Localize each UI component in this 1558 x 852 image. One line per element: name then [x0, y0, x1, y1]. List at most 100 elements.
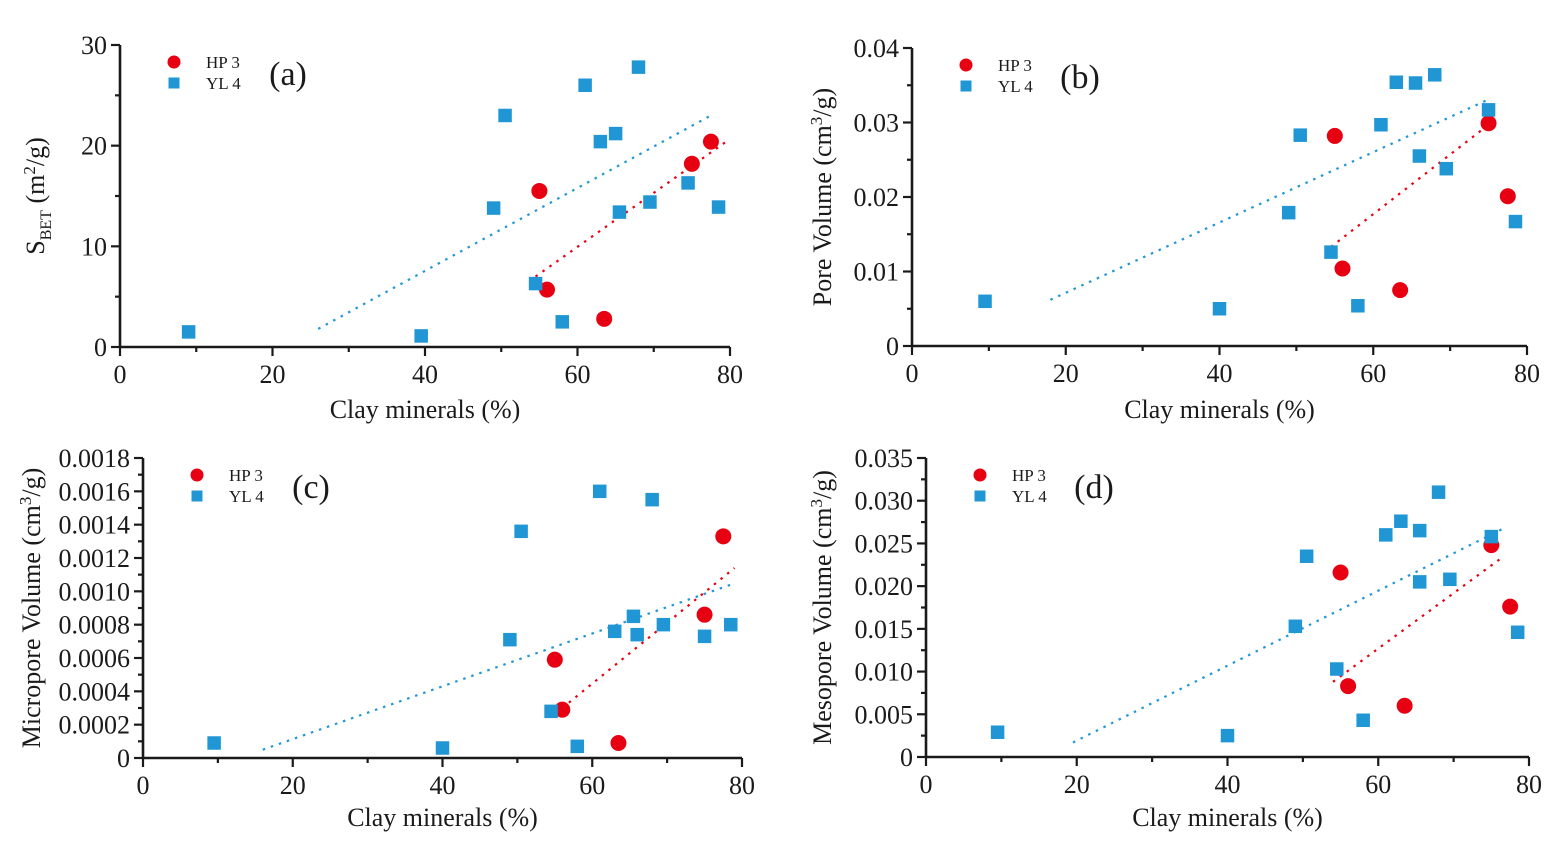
y-tick-label: 0.0014 — [59, 511, 131, 540]
data-point-yl4 — [1288, 619, 1303, 634]
tick-labels: 0 20 40 60 80 0 10 20 30 — [81, 31, 743, 389]
y-tick-label: 0.030 — [855, 487, 914, 516]
data-point-yl4 — [435, 741, 450, 755]
data-point-hp3 — [596, 310, 613, 327]
y-tick-label: 20 — [81, 132, 107, 161]
y-tick-label: 0.0018 — [59, 444, 131, 473]
ticks — [917, 456, 1531, 766]
panel-letter: (d) — [1074, 469, 1114, 506]
tick-labels: 0 20 40 60 80 0 0.0002 0.0004 0.0006 0.0008 0.0010… — [59, 444, 756, 800]
tick-labels: 0 20 40 60 80 0 0.005 0.010 0.015 0.020 0.025 0.030… — [855, 444, 1543, 799]
y-tick-label: 0.015 — [855, 615, 914, 644]
data-point-yl4 — [1374, 117, 1388, 132]
y-axis-title: SBET (m2/g) — [20, 137, 55, 254]
x-tick-label: 20 — [1053, 359, 1079, 388]
x-tick-label: 40 — [1207, 359, 1233, 388]
data-point-yl4 — [1394, 514, 1408, 528]
y-tick-label: 0.01 — [854, 258, 900, 287]
series-yl4 — [978, 68, 1523, 316]
chart-a: 0 20 40 60 80 0 10 20 30 Clay minerals (%) SBET (m… — [20, 31, 743, 424]
data-point-hp3 — [696, 606, 713, 623]
data-point-yl4 — [514, 524, 528, 539]
data-point-yl4 — [643, 195, 657, 209]
data-point-yl4 — [1412, 149, 1427, 163]
data-point-yl4 — [990, 725, 1005, 739]
data-point-hp3 — [1392, 282, 1409, 299]
data-point-hp3 — [1480, 115, 1497, 132]
x-tick-label: 80 — [729, 771, 755, 800]
data-point-yl4 — [1412, 523, 1427, 538]
y-tick-label: 0.03 — [854, 109, 900, 138]
panel-b: 0 20 40 60 80 0 0.01 0.02 0.03 0.04 Clay minerals … — [779, 0, 1558, 426]
y-tick-label: 0.0006 — [59, 644, 131, 673]
y-tick-label: 0.035 — [855, 444, 914, 473]
data-point-yl4 — [1439, 161, 1454, 176]
x-tick-label: 0 — [114, 360, 127, 389]
y-tick-label: 0.010 — [855, 658, 914, 687]
x-tick-label: 20 — [280, 771, 306, 800]
trend-line-yl4 — [1049, 98, 1490, 301]
y-tick-label: 0.0002 — [59, 711, 131, 740]
series-hp3 — [1332, 537, 1519, 714]
data-point-yl4 — [207, 736, 221, 750]
legend-marker-square-icon — [974, 490, 986, 502]
legend-marker-square-icon — [960, 80, 972, 92]
x-axis-title: Clay minerals (%) — [330, 395, 521, 424]
data-point-yl4 — [656, 617, 671, 632]
data-point-yl4 — [608, 126, 623, 141]
legend-label-hp3: HP 3 — [229, 466, 263, 485]
trend-line-hp3 — [1330, 123, 1490, 248]
legend-marker-circle-icon — [973, 468, 987, 482]
data-point-yl4 — [612, 205, 627, 219]
legend-label-yl4: YL 4 — [229, 487, 264, 506]
data-point-yl4 — [1408, 76, 1423, 90]
trend-lines — [1049, 98, 1490, 301]
data-point-hp3 — [539, 281, 555, 298]
legend: HP 3 YL 4 — [959, 56, 1033, 96]
data-point-yl4 — [645, 492, 659, 507]
x-tick-label: 60 — [1360, 359, 1386, 388]
data-point-hp3 — [702, 133, 719, 150]
x-axis-title: Clay minerals (%) — [1124, 395, 1315, 424]
panel-a: 0 20 40 60 80 0 10 20 30 Clay minerals (%) SBET (m… — [0, 0, 779, 426]
series-yl4 — [181, 60, 726, 343]
data-point-yl4 — [1351, 299, 1365, 313]
y-tick-label: 0.04 — [854, 34, 900, 63]
data-point-yl4 — [724, 617, 738, 632]
data-point-yl4 — [592, 484, 607, 499]
tick-labels: 0 20 40 60 80 0 0.01 0.02 0.03 0.04 — [854, 34, 1541, 388]
data-point-hp3 — [554, 701, 571, 718]
y-tick-label: 0 — [94, 333, 107, 362]
data-point-yl4 — [1428, 68, 1442, 82]
x-tick-label: 40 — [430, 771, 456, 800]
legend-label-hp3: HP 3 — [998, 56, 1032, 75]
data-point-yl4 — [1484, 529, 1499, 544]
y-tick-label: 0 — [900, 743, 913, 772]
data-point-yl4 — [1356, 713, 1370, 728]
x-tick-label: 60 — [565, 360, 591, 389]
data-point-yl4 — [555, 315, 569, 329]
data-point-yl4 — [181, 325, 196, 339]
y-axis-title: Micropore Volume (cm3/g) — [16, 468, 46, 749]
data-point-yl4 — [593, 134, 608, 149]
y-tick-label: 0.02 — [854, 183, 900, 212]
data-point-hp3 — [1326, 127, 1343, 144]
trend-lines — [262, 567, 736, 751]
trend-lines — [1072, 527, 1504, 744]
x-tick-label: 0 — [906, 359, 919, 388]
trend-line-yl4 — [1072, 527, 1504, 744]
series-hp3 — [1326, 115, 1516, 299]
ticks — [903, 46, 1529, 355]
ticks — [134, 456, 744, 767]
data-point-yl4 — [1212, 302, 1227, 316]
data-point-yl4 — [570, 739, 585, 754]
data-point-hp3 — [1502, 598, 1519, 615]
y-tick-label: 0.025 — [855, 529, 914, 558]
data-point-yl4 — [503, 632, 517, 647]
x-tick-label: 40 — [1215, 770, 1241, 799]
data-point-yl4 — [486, 201, 501, 215]
panel-d: 0 20 40 60 80 0 0.005 0.010 0.015 0.020 0.025 0.030… — [779, 426, 1558, 852]
x-tick-label: 20 — [1064, 770, 1090, 799]
x-tick-label: 40 — [412, 360, 438, 389]
x-tick-label: 0 — [137, 771, 150, 800]
